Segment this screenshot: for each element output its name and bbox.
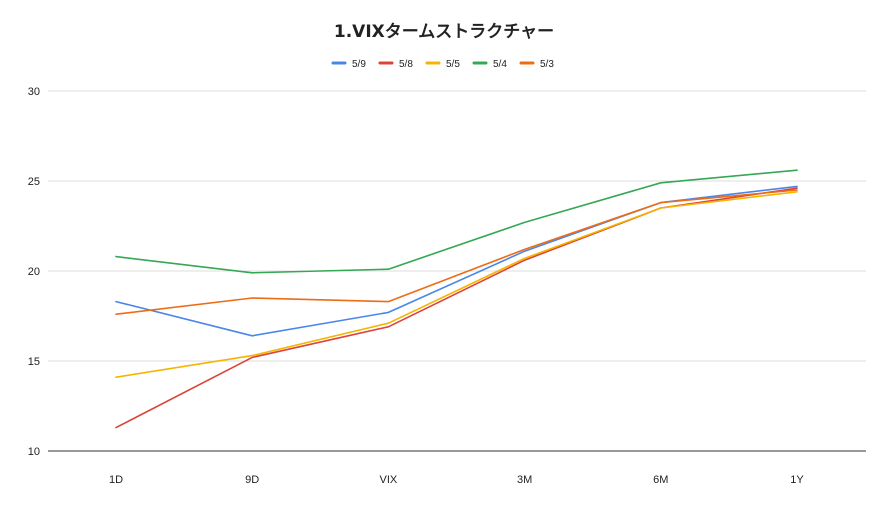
legend-item[interactable]: 5/8 [378,59,413,70]
chart-title: 1.VIXタームストラクチャー [334,22,554,42]
legend-label: 5/4 [493,59,507,70]
y-tick-label: 10 [28,446,40,458]
y-tick-label: 20 [28,266,40,278]
x-tick-label: 9D [245,474,259,486]
y-tick-label: 15 [28,356,40,368]
x-tick-label: VIX [380,474,398,486]
y-tick-label: 30 [28,86,40,98]
legend-label: 5/8 [399,59,413,70]
x-tick-label: 1D [109,474,123,486]
legend: 5/9 5/8 5/5 5/4 5/3 [331,59,554,70]
legend-item[interactable]: 5/3 [519,59,554,70]
legend-label: 5/9 [352,59,366,70]
series-line-5-4[interactable] [115,169,798,274]
legend-item[interactable]: 5/4 [472,59,507,70]
series-lines [115,169,798,429]
y-axis-ticks: 10 15 20 25 30 [28,86,40,458]
gridlines [48,90,866,452]
legend-item[interactable]: 5/9 [331,59,366,70]
x-axis-ticks: 1D 9D VIX 3M 6M 1Y [109,474,804,486]
legend-item[interactable]: 5/5 [425,59,460,70]
legend-label: 5/5 [446,59,460,70]
series-line-5-3[interactable] [115,189,798,316]
legend-label: 5/3 [540,59,554,70]
y-tick-label: 25 [28,176,40,188]
series-line-5-5[interactable] [115,191,798,379]
x-tick-label: 6M [653,474,668,486]
x-tick-label: 1Y [790,474,804,486]
series-line-5-9[interactable] [115,185,798,337]
x-tick-label: 3M [517,474,532,486]
series-line-5-8[interactable] [115,187,798,429]
